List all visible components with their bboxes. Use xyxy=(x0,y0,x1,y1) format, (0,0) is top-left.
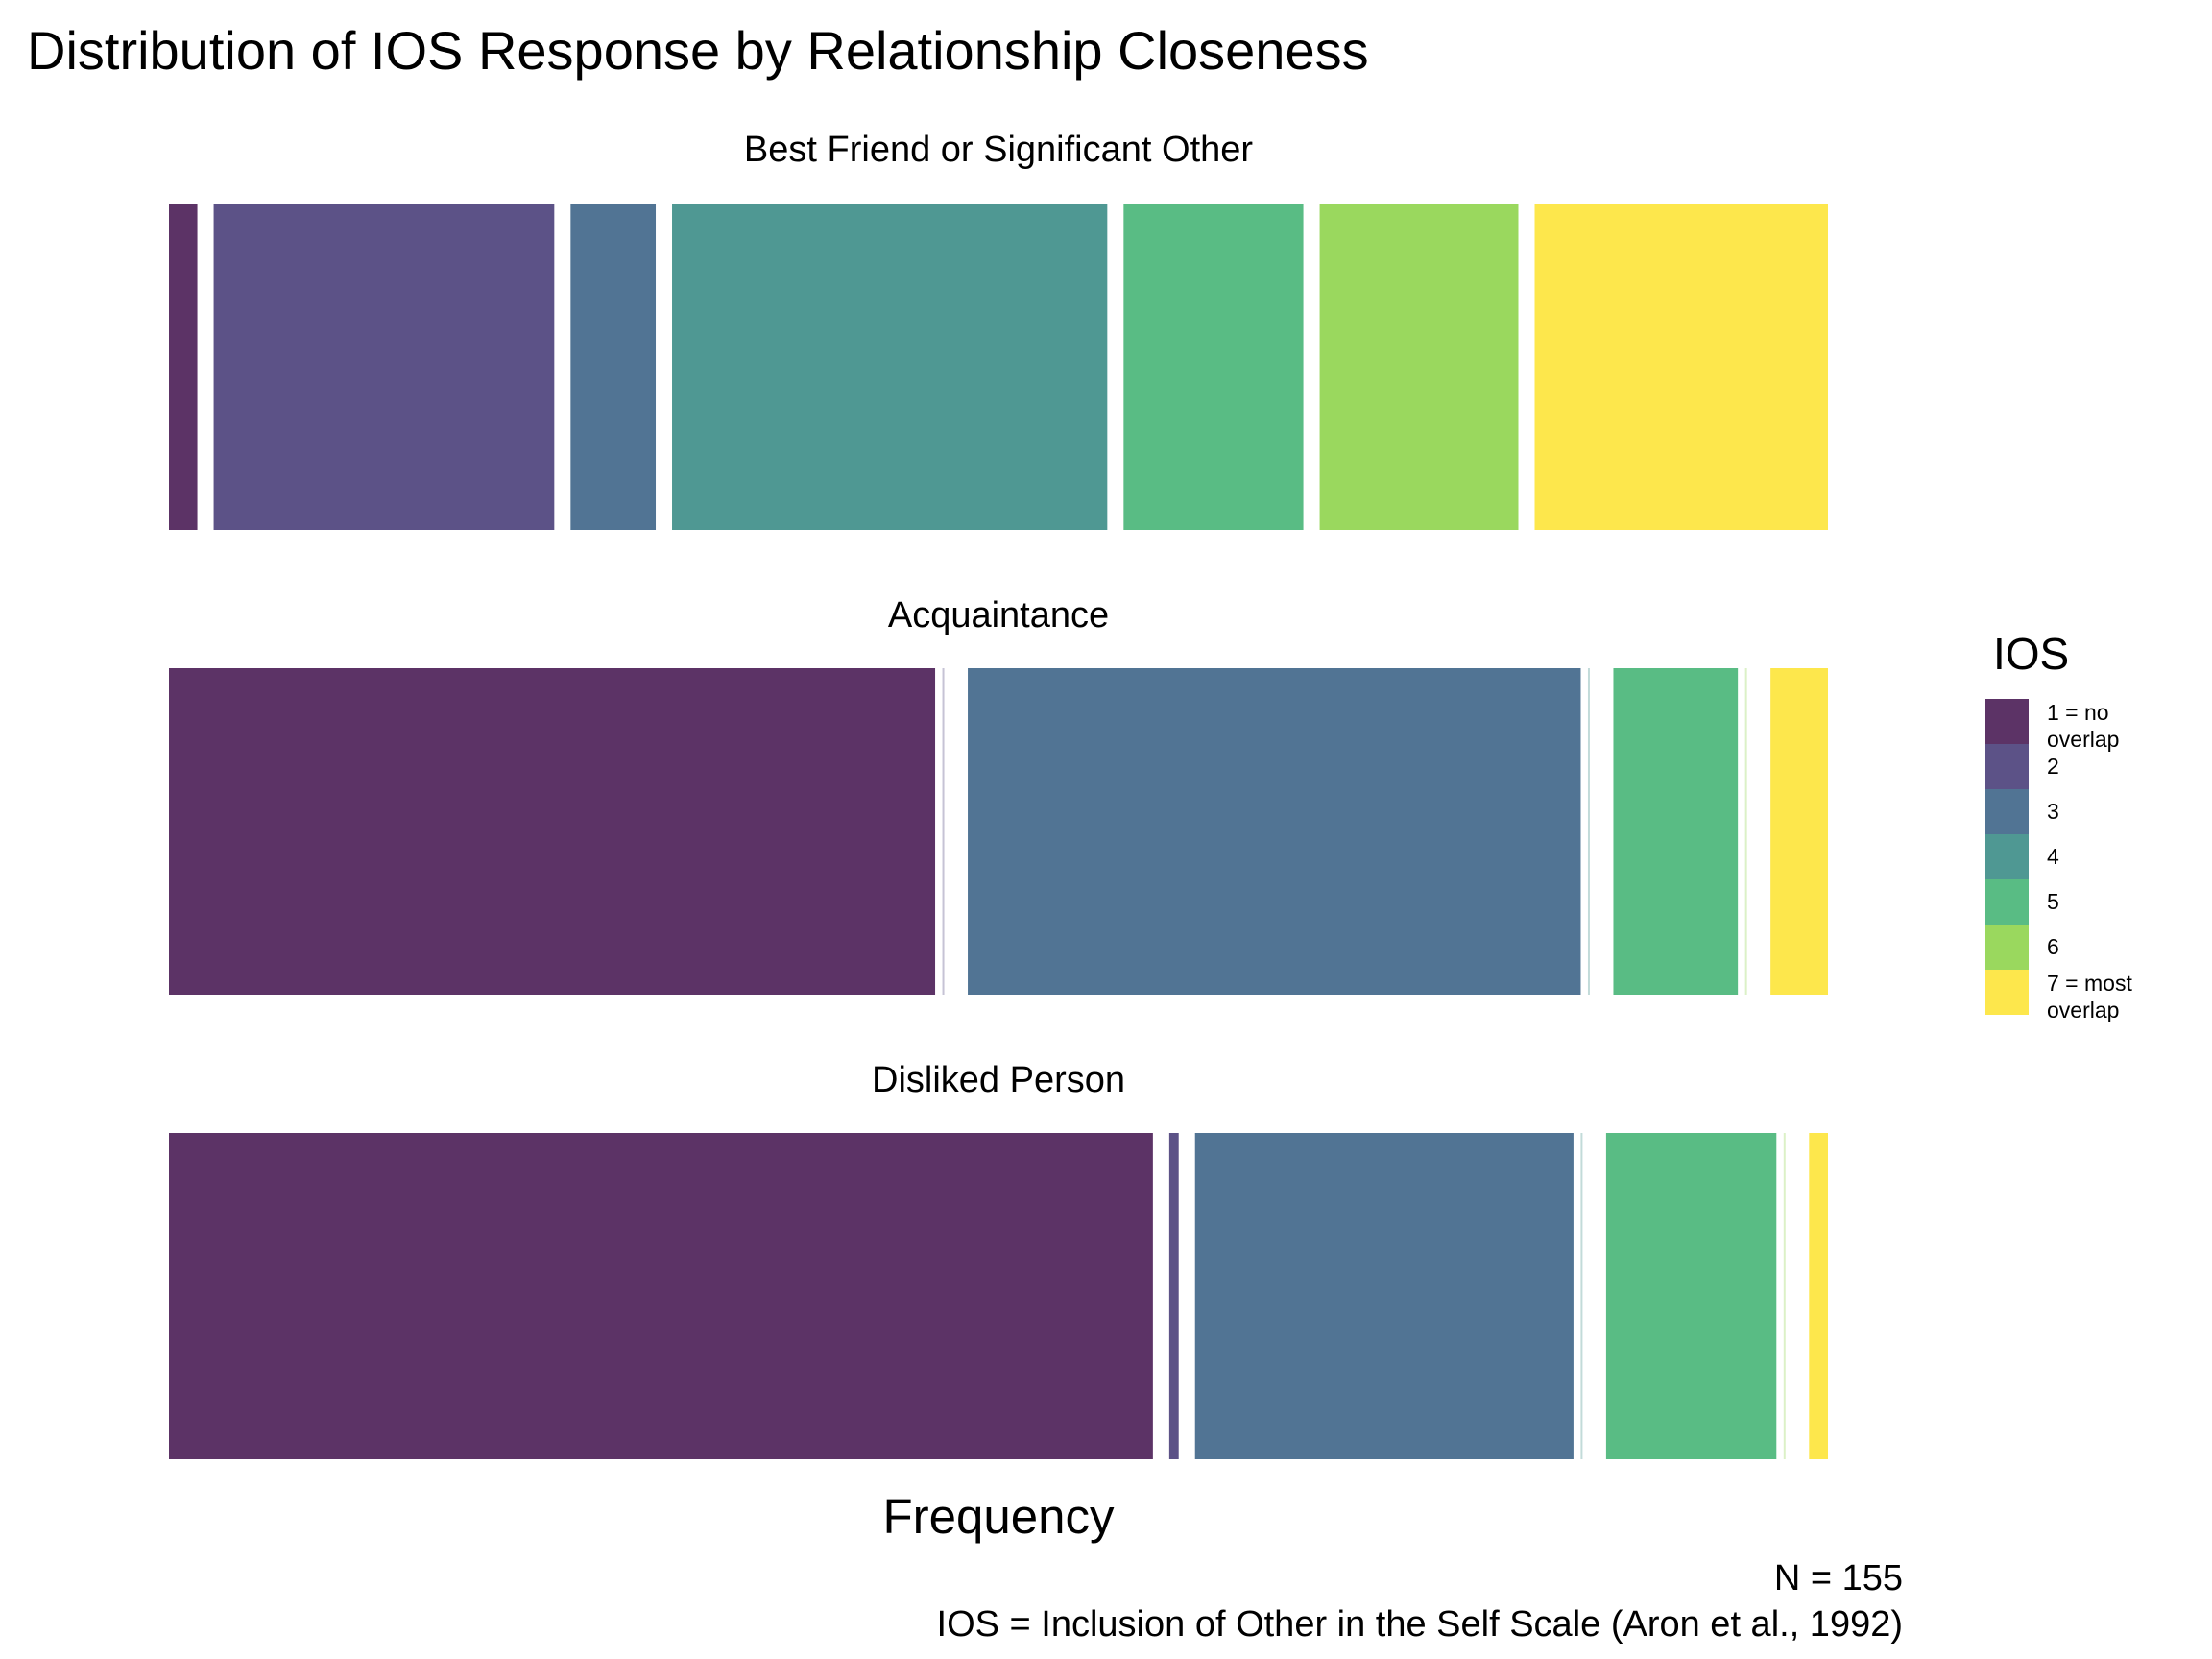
legend-title: IOS xyxy=(1993,629,2069,679)
facet-panel: Acquaintance xyxy=(169,595,1828,995)
facet-panels: Best Friend or Significant Other Acquaint… xyxy=(169,130,1828,1459)
legend-label: 1 = no overlap xyxy=(2047,700,2119,752)
bar-segment xyxy=(672,204,1108,530)
x-axis-title: Frequency xyxy=(883,1489,1115,1544)
bar-segment xyxy=(1168,1133,1179,1459)
facet-label: Acquaintance xyxy=(888,595,1109,636)
facet-panel: Best Friend or Significant Other xyxy=(169,130,1828,530)
bar-segment xyxy=(1534,204,1828,530)
legend-key xyxy=(1985,879,2029,925)
legend-label: 2 xyxy=(2047,754,2059,779)
bar-segment xyxy=(1123,204,1304,530)
bar-segment xyxy=(169,668,936,995)
legend-label: 7 = most overlap xyxy=(2047,971,2132,1022)
legend-label: 4 xyxy=(2047,844,2059,869)
bar-segment xyxy=(1319,204,1519,530)
facet-panel: Disliked Person xyxy=(169,1060,1828,1459)
legend-key xyxy=(1985,970,2029,1015)
facet-label: Disliked Person xyxy=(872,1060,1125,1100)
caption-source: IOS = Inclusion of Other in the Self Sca… xyxy=(937,1604,1903,1645)
bar-segment xyxy=(1194,1133,1574,1459)
bar-segment xyxy=(1605,1133,1777,1459)
legend-key xyxy=(1985,925,2029,970)
legend-key xyxy=(1985,789,2029,834)
legend-label: 5 xyxy=(2047,889,2059,914)
bar-segment xyxy=(213,204,555,530)
bar-segment xyxy=(1613,668,1739,995)
legend-key xyxy=(1985,834,2029,879)
chart-title: Distribution of IOS Response by Relation… xyxy=(27,20,1369,81)
bar-segment xyxy=(169,204,198,530)
bar-segment xyxy=(570,204,657,530)
legend-key xyxy=(1985,699,2029,744)
facet-label: Best Friend or Significant Other xyxy=(744,130,1253,170)
bar-segment xyxy=(968,668,1581,995)
legend-label: 3 xyxy=(2047,799,2059,824)
legend-label: 6 xyxy=(2047,934,2059,959)
caption-n: N = 155 xyxy=(1774,1558,1903,1599)
bar-segment xyxy=(1770,668,1828,995)
legend-key xyxy=(1985,744,2029,789)
bar-segment xyxy=(169,1133,1153,1459)
bar-segment xyxy=(1809,1133,1828,1459)
